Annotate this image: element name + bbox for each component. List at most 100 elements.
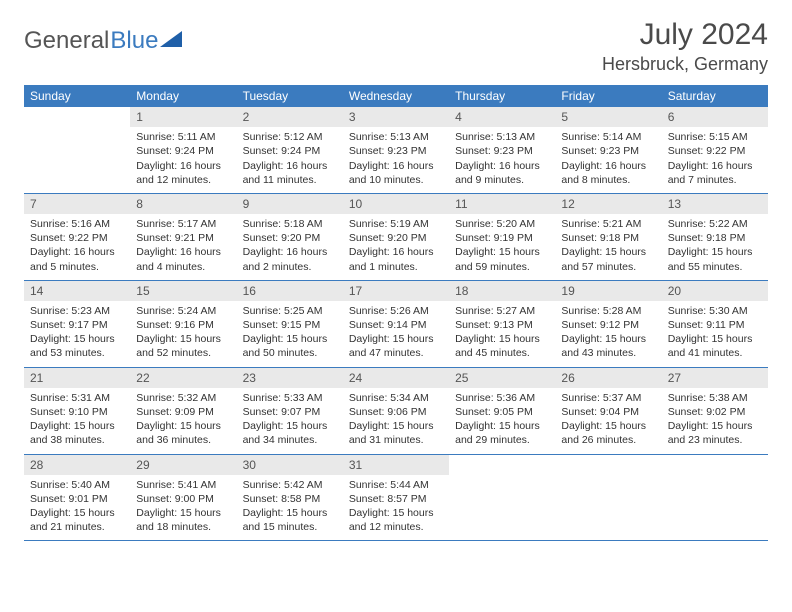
sunset-line: Sunset: 9:16 PM (136, 318, 230, 332)
day-number: 20 (662, 281, 768, 301)
day-body: Sunrise: 5:12 AMSunset: 9:24 PMDaylight:… (237, 127, 343, 193)
calendar-cell: 21Sunrise: 5:31 AMSunset: 9:10 PMDayligh… (24, 367, 130, 454)
header: GeneralBlue July 2024 Hersbruck, Germany (24, 18, 768, 75)
sunset-line: Sunset: 9:12 PM (561, 318, 655, 332)
day-number: 18 (449, 281, 555, 301)
sunrise-line: Sunrise: 5:12 AM (243, 130, 337, 144)
daylight-line: Daylight: 16 hours and 7 minutes. (668, 159, 762, 187)
calendar-cell: 8Sunrise: 5:17 AMSunset: 9:21 PMDaylight… (130, 193, 236, 280)
daylight-line: Daylight: 16 hours and 1 minutes. (349, 245, 443, 273)
day-body: Sunrise: 5:13 AMSunset: 9:23 PMDaylight:… (449, 127, 555, 193)
sunset-line: Sunset: 9:00 PM (136, 492, 230, 506)
calendar-cell (555, 454, 661, 541)
sunset-line: Sunset: 9:24 PM (243, 144, 337, 158)
sunrise-line: Sunrise: 5:26 AM (349, 304, 443, 318)
weekday-header: Friday (555, 85, 661, 107)
day-number: 8 (130, 194, 236, 214)
day-body: Sunrise: 5:13 AMSunset: 9:23 PMDaylight:… (343, 127, 449, 193)
calendar-cell: 3Sunrise: 5:13 AMSunset: 9:23 PMDaylight… (343, 107, 449, 193)
day-number: 6 (662, 107, 768, 127)
day-body: Sunrise: 5:16 AMSunset: 9:22 PMDaylight:… (24, 214, 130, 280)
day-number: 30 (237, 455, 343, 475)
calendar-cell: 11 Sunrise: 5:20 AMSunset: 9:19 PMDayligh… (449, 193, 555, 280)
sunset-line: Sunset: 9:17 PM (30, 318, 124, 332)
daylight-line: Daylight: 15 hours and 34 minutes. (243, 419, 337, 447)
sunset-line: Sunset: 9:23 PM (561, 144, 655, 158)
sunrise-line: Sunrise: 5:42 AM (243, 478, 337, 492)
daylight-line: Daylight: 15 hours and 38 minutes. (30, 419, 124, 447)
sunrise-line: Sunrise: 5:33 AM (243, 391, 337, 405)
day-body: Sunrise: 5:18 AMSunset: 9:20 PMDaylight:… (237, 214, 343, 280)
day-body: Sunrise: 5:40 AMSunset: 9:01 PMDaylight:… (24, 475, 130, 541)
sunrise-line: Sunrise: 5:36 AM (455, 391, 549, 405)
daylight-line: Daylight: 16 hours and 12 minutes. (136, 159, 230, 187)
daylight-line: Daylight: 15 hours and 59 minutes. (455, 245, 549, 273)
day-number: 25 (449, 368, 555, 388)
day-body: Sunrise: 5:22 AMSunset: 9:18 PMDaylight:… (662, 214, 768, 280)
day-body: Sunrise: 5:24 AMSunset: 9:16 PMDaylight:… (130, 301, 236, 367)
day-number: 15 (130, 281, 236, 301)
day-body: Sunrise: 5:26 AMSunset: 9:14 PMDaylight:… (343, 301, 449, 367)
day-number: 4 (449, 107, 555, 127)
day-number: 19 (555, 281, 661, 301)
sunrise-line: Sunrise: 5:15 AM (668, 130, 762, 144)
day-number: 7 (24, 194, 130, 214)
calendar-cell (24, 107, 130, 193)
month-title: July 2024 (602, 18, 768, 52)
calendar-cell: 31Sunrise: 5:44 AMSunset: 8:57 PMDayligh… (343, 454, 449, 541)
title-block: July 2024 Hersbruck, Germany (602, 18, 768, 75)
sunset-line: Sunset: 8:57 PM (349, 492, 443, 506)
logo-text-blue: Blue (110, 27, 158, 55)
day-number: 12 (555, 194, 661, 214)
calendar-cell: 19Sunrise: 5:28 AMSunset: 9:12 PMDayligh… (555, 280, 661, 367)
day-body: Sunrise: 5:33 AMSunset: 9:07 PMDaylight:… (237, 388, 343, 454)
weekday-header: Saturday (662, 85, 768, 107)
sunrise-line: Sunrise: 5:14 AM (561, 130, 655, 144)
daylight-line: Daylight: 16 hours and 5 minutes. (30, 245, 124, 273)
calendar-row: 7Sunrise: 5:16 AMSunset: 9:22 PMDaylight… (24, 193, 768, 280)
day-number: 16 (237, 281, 343, 301)
calendar-header-row: SundayMondayTuesdayWednesdayThursdayFrid… (24, 85, 768, 107)
daylight-line: Daylight: 15 hours and 15 minutes. (243, 506, 337, 534)
calendar-cell: 2Sunrise: 5:12 AMSunset: 9:24 PMDaylight… (237, 107, 343, 193)
day-number: 9 (237, 194, 343, 214)
daylight-line: Daylight: 15 hours and 45 minutes. (455, 332, 549, 360)
logo: GeneralBlue (24, 26, 182, 56)
sunset-line: Sunset: 9:06 PM (349, 405, 443, 419)
calendar-cell: 6Sunrise: 5:15 AMSunset: 9:22 PMDaylight… (662, 107, 768, 193)
day-number: 5 (555, 107, 661, 127)
day-number: 11 (449, 194, 555, 214)
sunset-line: Sunset: 9:20 PM (243, 231, 337, 245)
daylight-line: Daylight: 15 hours and 26 minutes. (561, 419, 655, 447)
sunrise-line: Sunrise: 5:31 AM (30, 391, 124, 405)
day-body: Sunrise: 5:23 AMSunset: 9:17 PMDaylight:… (24, 301, 130, 367)
sunset-line: Sunset: 9:24 PM (136, 144, 230, 158)
weekday-header: Sunday (24, 85, 130, 107)
daylight-line: Daylight: 15 hours and 23 minutes. (668, 419, 762, 447)
sunrise-line: Sunrise: 5:37 AM (561, 391, 655, 405)
sunset-line: Sunset: 9:11 PM (668, 318, 762, 332)
day-body: Sunrise: 5:17 AMSunset: 9:21 PMDaylight:… (130, 214, 236, 280)
daylight-line: Daylight: 15 hours and 53 minutes. (30, 332, 124, 360)
calendar-row: 1Sunrise: 5:11 AMSunset: 9:24 PMDaylight… (24, 107, 768, 193)
sunset-line: Sunset: 9:22 PM (30, 231, 124, 245)
day-body: Sunrise: 5:21 AMSunset: 9:18 PMDaylight:… (555, 214, 661, 280)
sunset-line: Sunset: 9:19 PM (455, 231, 549, 245)
day-number: 13 (662, 194, 768, 214)
sunrise-line: Sunrise: 5:20 AM (455, 217, 549, 231)
calendar-cell (662, 454, 768, 541)
day-body: Sunrise: 5:28 AMSunset: 9:12 PMDaylight:… (555, 301, 661, 367)
calendar-cell: 13Sunrise: 5:22 AMSunset: 9:18 PMDayligh… (662, 193, 768, 280)
daylight-line: Daylight: 15 hours and 47 minutes. (349, 332, 443, 360)
sunrise-line: Sunrise: 5:28 AM (561, 304, 655, 318)
weekday-header: Tuesday (237, 85, 343, 107)
calendar-cell: 7Sunrise: 5:16 AMSunset: 9:22 PMDaylight… (24, 193, 130, 280)
sunrise-line: Sunrise: 5:38 AM (668, 391, 762, 405)
sunrise-line: Sunrise: 5:34 AM (349, 391, 443, 405)
day-body: Sunrise: 5:25 AMSunset: 9:15 PMDaylight:… (237, 301, 343, 367)
day-body: Sunrise: 5:42 AMSunset: 8:58 PMDaylight:… (237, 475, 343, 541)
sunrise-line: Sunrise: 5:27 AM (455, 304, 549, 318)
sunrise-line: Sunrise: 5:21 AM (561, 217, 655, 231)
weekday-header: Wednesday (343, 85, 449, 107)
calendar-cell: 4Sunrise: 5:13 AMSunset: 9:23 PMDaylight… (449, 107, 555, 193)
